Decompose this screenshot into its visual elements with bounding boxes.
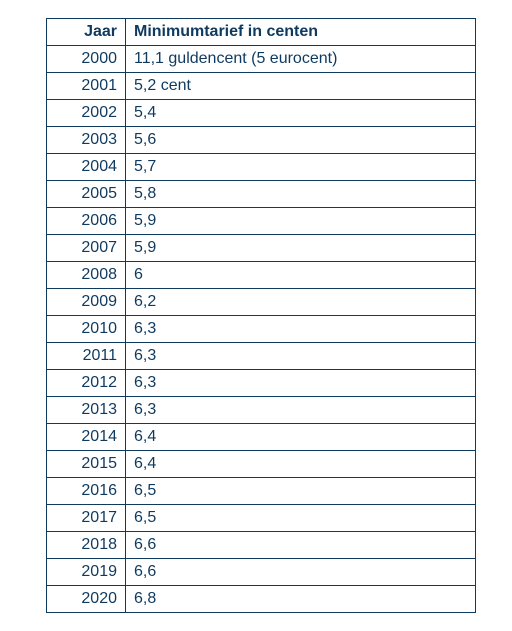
cell-value: 6,3 <box>126 316 476 343</box>
table-row: 20086 <box>47 262 476 289</box>
cell-year: 2018 <box>47 532 126 559</box>
table-row: 20176,5 <box>47 505 476 532</box>
tariff-table: Jaar Minimumtarief in centen 200011,1 gu… <box>46 18 476 613</box>
table-row: 20116,3 <box>47 343 476 370</box>
col-header-year: Jaar <box>47 19 126 46</box>
cell-value: 11,1 guldencent (5 eurocent) <box>126 46 476 73</box>
cell-year: 2009 <box>47 289 126 316</box>
cell-year: 2001 <box>47 73 126 100</box>
cell-year: 2002 <box>47 100 126 127</box>
cell-value: 5,9 <box>126 235 476 262</box>
cell-value: 6,2 <box>126 289 476 316</box>
cell-value: 6,4 <box>126 424 476 451</box>
col-header-value: Minimumtarief in centen <box>126 19 476 46</box>
cell-value: 5,9 <box>126 208 476 235</box>
cell-year: 2007 <box>47 235 126 262</box>
table-row: 20136,3 <box>47 397 476 424</box>
cell-year: 2000 <box>47 46 126 73</box>
cell-value: 6,8 <box>126 586 476 613</box>
cell-value: 6,3 <box>126 343 476 370</box>
table-row: 20075,9 <box>47 235 476 262</box>
cell-value: 5,6 <box>126 127 476 154</box>
cell-year: 2019 <box>47 559 126 586</box>
table-row: 20206,8 <box>47 586 476 613</box>
cell-year: 2006 <box>47 208 126 235</box>
cell-year: 2017 <box>47 505 126 532</box>
cell-value: 6 <box>126 262 476 289</box>
table-row: 20045,7 <box>47 154 476 181</box>
cell-year: 2010 <box>47 316 126 343</box>
cell-year: 2004 <box>47 154 126 181</box>
cell-value: 6,6 <box>126 532 476 559</box>
table-row: 20196,6 <box>47 559 476 586</box>
cell-year: 2013 <box>47 397 126 424</box>
table-row: 20025,4 <box>47 100 476 127</box>
cell-value: 5,8 <box>126 181 476 208</box>
cell-value: 6,4 <box>126 451 476 478</box>
table-row: 20126,3 <box>47 370 476 397</box>
table-row: 20096,2 <box>47 289 476 316</box>
table-container: Jaar Minimumtarief in centen 200011,1 gu… <box>0 0 512 631</box>
cell-value: 6,5 <box>126 478 476 505</box>
cell-value: 5,2 cent <box>126 73 476 100</box>
cell-year: 2003 <box>47 127 126 154</box>
cell-value: 6,6 <box>126 559 476 586</box>
cell-year: 2011 <box>47 343 126 370</box>
cell-year: 2012 <box>47 370 126 397</box>
cell-year: 2015 <box>47 451 126 478</box>
cell-value: 6,5 <box>126 505 476 532</box>
table-row: 20146,4 <box>47 424 476 451</box>
table-row: 20186,6 <box>47 532 476 559</box>
table-row: 20156,4 <box>47 451 476 478</box>
table-body: 200011,1 guldencent (5 eurocent) 20015,2… <box>47 46 476 613</box>
cell-year: 2016 <box>47 478 126 505</box>
table-row: 20055,8 <box>47 181 476 208</box>
cell-value: 6,3 <box>126 370 476 397</box>
table-row: 20166,5 <box>47 478 476 505</box>
cell-year: 2014 <box>47 424 126 451</box>
table-row: 200011,1 guldencent (5 eurocent) <box>47 46 476 73</box>
table-header-row: Jaar Minimumtarief in centen <box>47 19 476 46</box>
table-row: 20035,6 <box>47 127 476 154</box>
table-row: 20065,9 <box>47 208 476 235</box>
cell-year: 2005 <box>47 181 126 208</box>
cell-value: 5,4 <box>126 100 476 127</box>
table-row: 20106,3 <box>47 316 476 343</box>
cell-year: 2020 <box>47 586 126 613</box>
cell-value: 6,3 <box>126 397 476 424</box>
cell-value: 5,7 <box>126 154 476 181</box>
cell-year: 2008 <box>47 262 126 289</box>
table-row: 20015,2 cent <box>47 73 476 100</box>
